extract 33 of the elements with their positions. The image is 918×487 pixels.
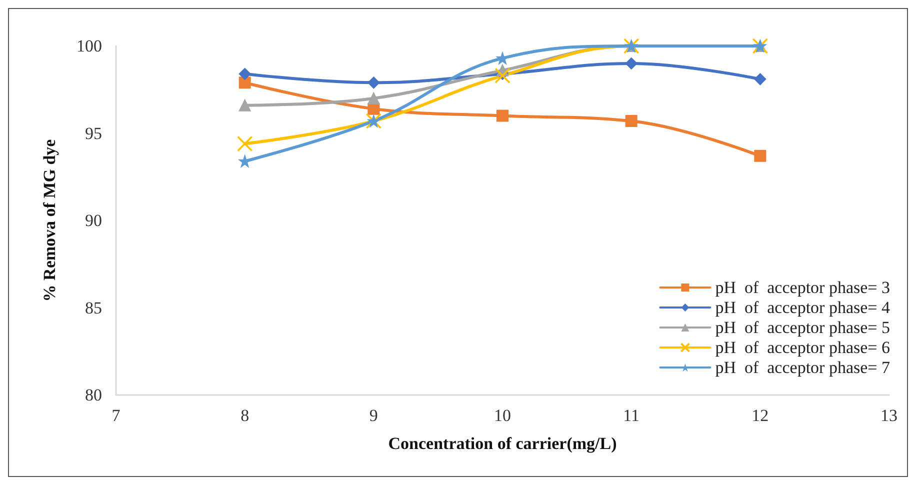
y-tick-label: 100 [76,36,102,56]
y-tick-label: 80 [85,386,102,404]
point [236,136,253,152]
point [368,92,380,104]
y-tick-label: 95 [85,124,102,143]
x-tick-label: 8 [240,406,250,425]
point [754,73,766,86]
x-tick-label: 10 [494,406,511,425]
legend-label: pH of acceptor phase= 4 [715,298,890,317]
point [238,76,251,89]
point [494,68,510,84]
point [625,115,638,128]
y-tick-label: 90 [85,211,102,230]
legend-label: pH of acceptor phase= 7 [715,358,890,377]
point [238,99,251,112]
point [754,150,766,162]
legend-label: pH of acceptor phase= 5 [715,318,890,337]
x-axis-title: Concentration of carrier(mg/L) [388,434,617,453]
point [496,52,508,64]
legend-label: pH of acceptor phase= 3 [715,278,890,297]
y-tick-label: 85 [85,298,102,318]
x-tick-label: 9 [369,406,378,425]
point [238,68,251,80]
legend-label: pH of acceptor phase= 6 [715,338,890,357]
y-axis-title: % Remova of MG dye [40,138,59,302]
x-tick-label: 12 [752,406,769,425]
point [238,155,251,168]
x-tick-label: 13 [880,406,898,425]
point [625,57,638,70]
point [368,76,380,89]
point [496,110,508,122]
x-tick-label: 7 [112,406,121,425]
x-tick-label: 11 [623,406,640,425]
